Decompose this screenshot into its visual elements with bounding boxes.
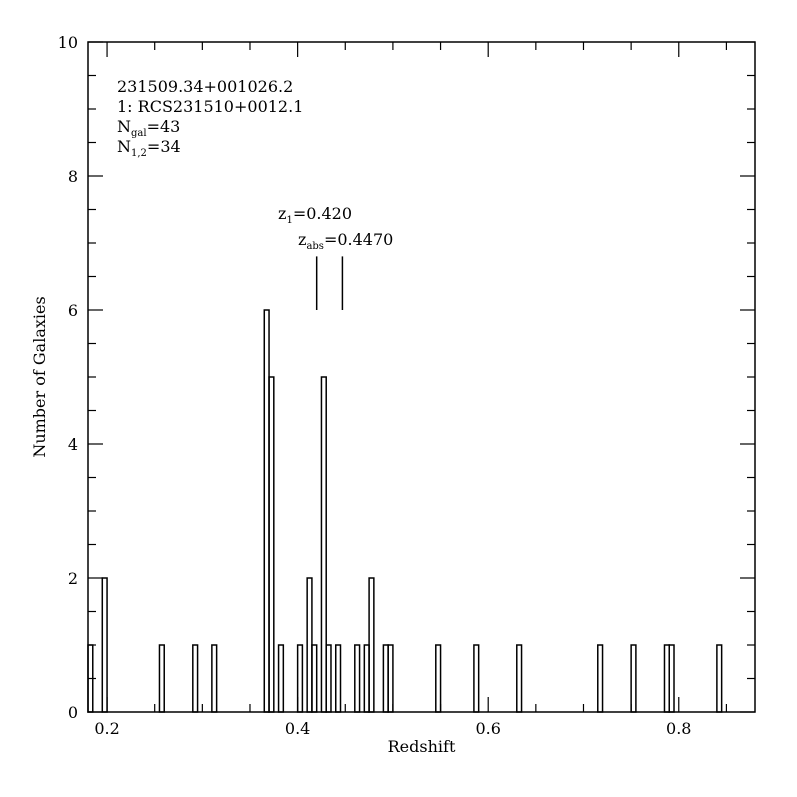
- histogram-bin: [387, 644, 394, 713]
- histogram-bin: [597, 644, 604, 713]
- histogram-bin: [334, 644, 342, 713]
- plot-frame: [87, 41, 756, 713]
- x-tick-label: 0.8: [666, 719, 691, 738]
- histogram-bin: [435, 644, 442, 713]
- histogram-bin: [277, 644, 285, 713]
- x-tick-label: 0.6: [475, 719, 500, 738]
- histogram-bin: [320, 376, 327, 713]
- histogram-bins: [87, 309, 723, 713]
- y-tick-label: 6: [68, 301, 78, 320]
- x-axis-title: Redshift: [388, 737, 456, 756]
- histogram-bin: [296, 644, 304, 713]
- y-axis-title: Number of Galaxies: [30, 296, 49, 457]
- axis-tick-labels: 0.2 0.4 0.6 0.8 0 2 4 6 8 10: [58, 33, 692, 738]
- histogram-bin: [325, 644, 332, 713]
- histogram-bin: [311, 644, 318, 713]
- histogram-bin: [368, 577, 375, 713]
- x-tick-label: 0.4: [285, 719, 310, 738]
- histogram-bin: [354, 644, 361, 713]
- histogram-bin: [516, 644, 523, 713]
- y-tick-label: 2: [68, 569, 78, 588]
- histogram-bin: [87, 644, 94, 713]
- redshift-markers: [315, 256, 344, 310]
- histogram-bin: [268, 376, 275, 713]
- histogram-bin: [211, 644, 218, 713]
- histogram-bin: [192, 644, 199, 713]
- histogram-bin: [101, 577, 108, 713]
- annotation-coords: 231509.34+001026.2: [117, 77, 293, 96]
- histogram-bin: [158, 644, 165, 713]
- annotation-n12: N1,2=34: [117, 137, 181, 159]
- y-tick-label: 10: [58, 33, 78, 52]
- y-tick-label: 4: [68, 435, 78, 454]
- annotation-zabs: zabs=0.4470: [298, 230, 393, 252]
- annotation-ngal: Ngal=43: [117, 117, 180, 139]
- x-tick-label: 0.2: [94, 719, 119, 738]
- histogram-bin: [668, 644, 675, 713]
- y-tick-label: 0: [68, 703, 78, 722]
- axis-ticks: [88, 41, 755, 713]
- y-tick-label: 8: [68, 167, 78, 186]
- annotation-z1: z1=0.420: [278, 204, 352, 226]
- histogram-bin: [473, 644, 480, 713]
- histogram-bin: [630, 644, 637, 713]
- histogram-bin: [716, 644, 723, 713]
- annotation-cluster: 1: RCS231510+0012.1: [117, 97, 303, 116]
